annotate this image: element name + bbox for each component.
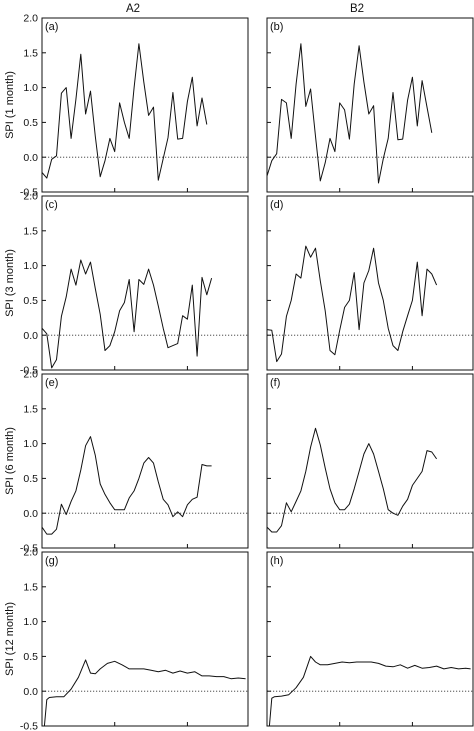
panel-b: (b) (266, 17, 474, 193)
y-tick-label: 1.5 (23, 47, 38, 59)
plot-frame (41, 17, 249, 193)
panel-tag: (e) (45, 377, 58, 389)
plot-frame (266, 17, 474, 193)
y-tick-label: 2.0 (23, 191, 38, 203)
series-line (268, 655, 471, 726)
panel-h: (h)202520552085 (255, 551, 474, 731)
y-tick-label: 1.0 (23, 260, 38, 272)
plot-frame (266, 551, 474, 727)
plot-frame (266, 195, 474, 371)
y-tick-label: -0.5 (20, 721, 38, 731)
panel-e: (e) -0.5 0.0 0.5 1.0 1.5 2.0 SPI (6 month) (4, 369, 249, 555)
y-tick-label: 1.5 (23, 225, 38, 237)
column-title-a2: A2 (126, 3, 140, 15)
y-tick-label: 0.5 (23, 473, 38, 485)
series-line (43, 659, 246, 726)
y-tick-label: 2.0 (23, 547, 38, 559)
panel-tag: (d) (270, 199, 283, 211)
y-tick-label: 0.5 (23, 651, 38, 663)
y-tick-label: 1.0 (23, 438, 38, 450)
panel-tag: (h) (270, 555, 283, 567)
y-tick-label: 0.5 (23, 117, 38, 129)
y-tick-label: -0.5 (20, 187, 38, 199)
panel-d: (d) (266, 195, 474, 371)
y-tick-label: -0.5 (20, 543, 38, 555)
y-tick-label: 1.0 (23, 616, 38, 628)
plot-frame (41, 551, 249, 727)
plot-frame (266, 373, 474, 549)
y-tick-label: -0.5 (20, 365, 38, 377)
panel-a: (a) -0.5 0.0 0.5 1.0 1.5 2.0 SPI (1 month) (4, 13, 249, 199)
y-tick-label: 1.5 (23, 403, 38, 415)
series-line (267, 245, 438, 363)
y-tick-label: 1.5 (23, 581, 38, 593)
panel-tag: (b) (270, 21, 283, 33)
y-axis-label: SPI (1 month) (4, 71, 16, 139)
y-tick-label: 0.5 (23, 295, 38, 307)
plot-frame (41, 195, 249, 371)
panel-tag: (c) (45, 199, 58, 211)
series-line (267, 43, 433, 184)
panel-tag: (a) (45, 21, 58, 33)
y-axis-label: SPI (6 month) (4, 427, 16, 495)
y-axis-label: SPI (12 month) (4, 602, 16, 676)
y-tick-label: 0.0 (23, 686, 38, 698)
column-title-b2: B2 (350, 3, 364, 15)
series-line (42, 43, 208, 181)
y-tick-label: 1.0 (23, 82, 38, 94)
plot-frame (41, 373, 249, 549)
panel-g: (g)-0.50.00.51.01.52.0202520552085SPI (1… (4, 547, 249, 731)
chart-panels: (a) -0.5 0.0 0.5 1.0 1.5 2.0 SPI (1 month) (b) (c… (4, 13, 474, 731)
y-tick-label: 2.0 (23, 13, 38, 25)
panel-tag: (g) (45, 555, 58, 567)
series-line (42, 259, 213, 369)
y-tick-label: 0.0 (23, 330, 38, 342)
y-axis-label: SPI (3 month) (4, 249, 16, 317)
panel-c: (c) -0.5 0.0 0.5 1.0 1.5 2.0 SPI (3 month) (4, 191, 249, 377)
series-line (42, 436, 212, 535)
y-tick-label: 0.0 (23, 152, 38, 164)
y-tick-label: 2.0 (23, 369, 38, 381)
panel-f: (f) (266, 373, 474, 549)
series-line (267, 427, 438, 533)
y-tick-label: 0.0 (23, 508, 38, 520)
panel-tag: (f) (270, 377, 280, 389)
